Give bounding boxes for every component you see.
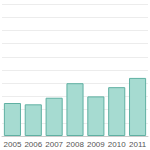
svg-text:2009: 2009 (87, 140, 105, 149)
svg-text:2008: 2008 (66, 140, 84, 149)
svg-text:2011: 2011 (129, 140, 147, 149)
svg-text:2005: 2005 (4, 140, 22, 149)
svg-text:2010: 2010 (108, 140, 126, 149)
svg-text:2007: 2007 (45, 140, 63, 149)
svg-text:2006: 2006 (24, 140, 42, 149)
